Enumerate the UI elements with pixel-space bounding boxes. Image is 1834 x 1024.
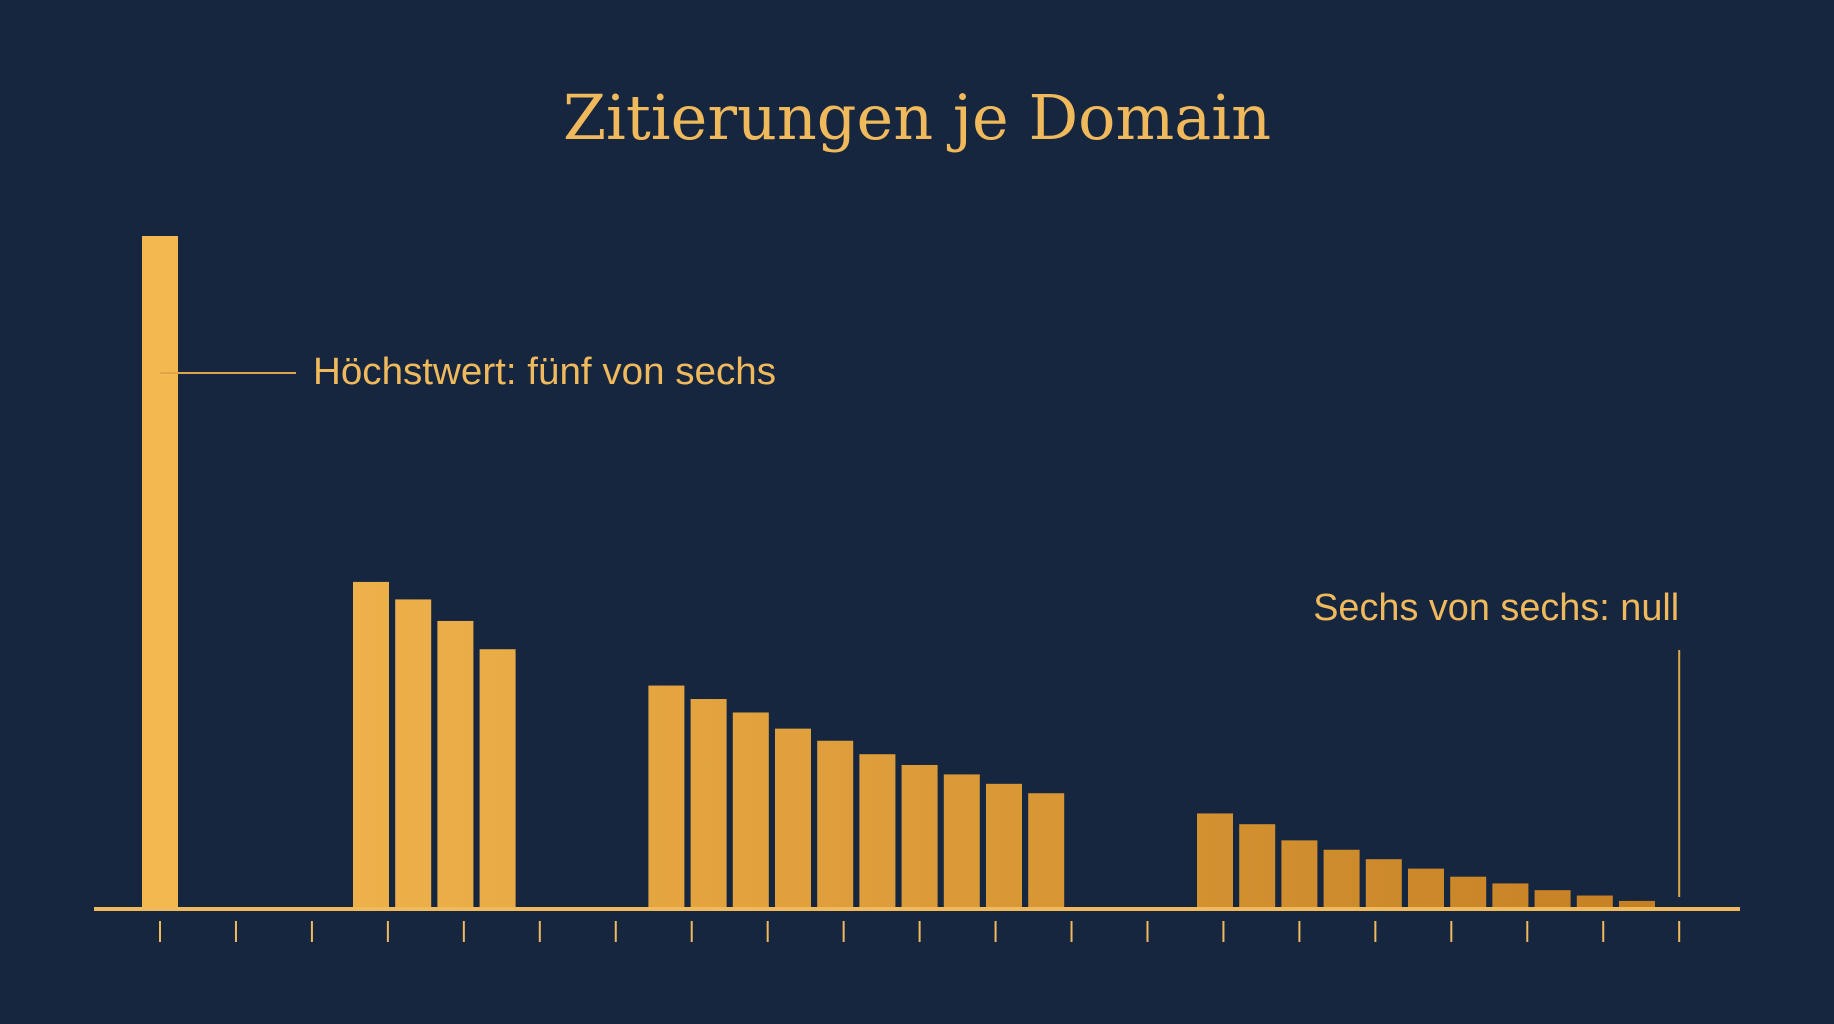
bar [1239,824,1276,909]
bar [395,599,432,909]
bar [1492,883,1529,909]
bar [1197,813,1233,909]
bar [1365,859,1402,909]
bar [817,740,854,909]
bar [986,783,1022,909]
chart-title: Zitierungen je Domain [563,81,1271,154]
annotation: Höchstwert: fünf von sechs [313,351,776,393]
bar [943,774,980,909]
bar [353,581,389,909]
bar [690,699,727,909]
bar [1028,793,1065,909]
annotation: Sechs von sechs: null [1313,587,1679,629]
bar [732,712,769,909]
bar [859,754,896,909]
bar [1323,849,1360,909]
bar [1619,900,1655,909]
bar [901,764,938,909]
bar [1534,890,1571,909]
bar [437,620,474,909]
bar [479,649,516,909]
bar [775,728,811,909]
bar [1576,895,1613,909]
bar [1408,868,1444,909]
bar [1281,840,1318,909]
bar [142,236,178,909]
bar [1450,876,1487,909]
bar [648,685,685,909]
